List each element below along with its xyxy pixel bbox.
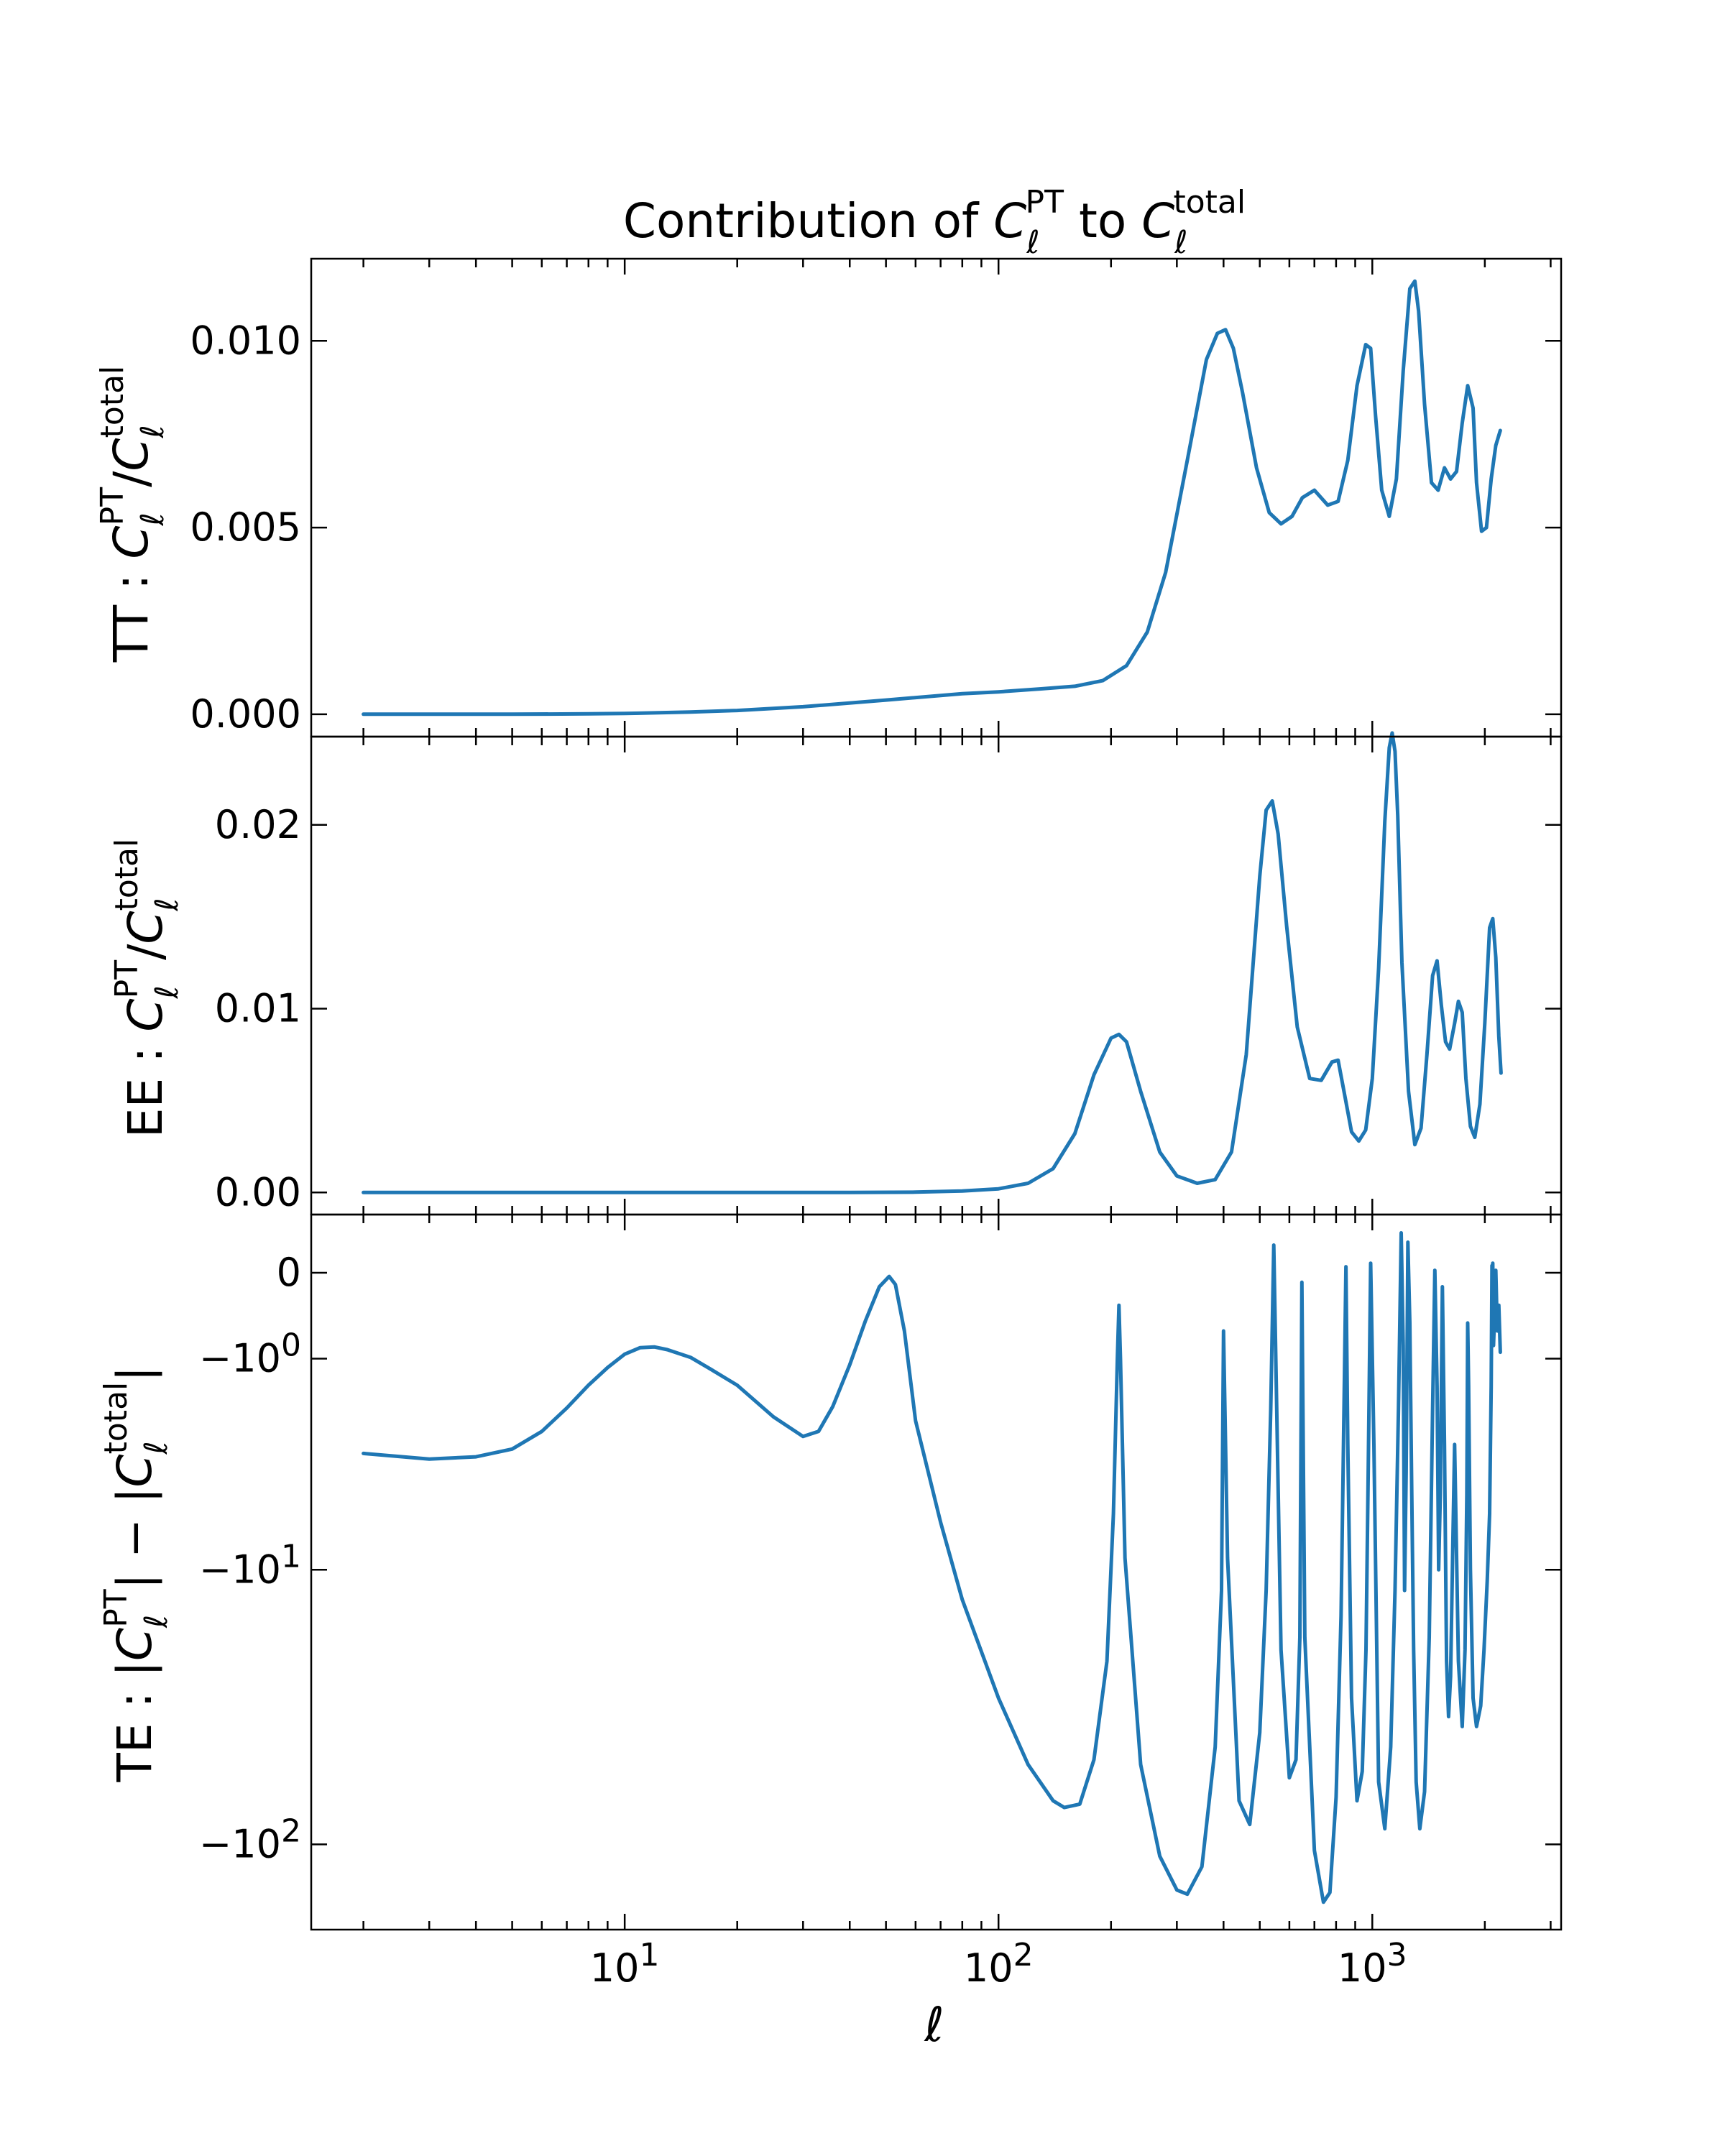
tt-series-line: [362, 279, 1502, 717]
title-prefix: Contribution of: [623, 193, 993, 249]
title-c-pt-sup: PT: [1026, 184, 1064, 221]
tt-ytick-label: 0.005: [190, 505, 301, 550]
svg-text:Contribution of CℓPT to Cℓtota: Contribution of CℓPT to Cℓtotal: [623, 184, 1246, 261]
tt-ticks: 0.000 0.005 0.010: [190, 259, 1561, 737]
title-c-total-sup: total: [1173, 184, 1246, 221]
ee-ytick-label: 0.02: [215, 802, 301, 847]
title-c-pt: C: [993, 193, 1026, 249]
te-ytick-label: 0: [277, 1250, 301, 1295]
te-ytick-label: −100: [199, 1327, 301, 1381]
te-ytick-label: −101: [199, 1538, 301, 1592]
ee-axes-frame: [310, 735, 1563, 1216]
tt-ytick-label: 0.000: [190, 691, 301, 737]
x-axis-label: ℓ: [924, 1997, 944, 2053]
tt-ytick-label: 0.010: [190, 318, 301, 363]
panel-te: 0 −100 −101 −102 101 102 103 TE : |CℓPT| − |Cℓ…: [98, 1213, 1563, 1991]
figure-title: Contribution of CℓPT to Cℓtotal: [623, 184, 1246, 261]
te-series-line: [362, 1231, 1502, 1904]
te-ytick-label: −102: [199, 1812, 301, 1866]
ee-ytick-label: 0.00: [215, 1169, 301, 1215]
te-ylabel: TE : |CℓPT| − |Cℓtotal|: [98, 1365, 175, 1782]
title-c-pt-sub: ℓ: [1026, 224, 1039, 261]
te-axes-frame: [310, 1213, 1563, 1931]
te-ticks: 0 −100 −101 −102 101 102 103: [199, 1215, 1561, 1991]
panel-ee: 0.00 0.01 0.02 EE : CℓPT/Cℓtotal: [109, 731, 1563, 1216]
xtick-label: 101: [590, 1937, 660, 1991]
title-middle: to: [1064, 193, 1141, 249]
xtick-label: 102: [964, 1937, 1034, 1991]
ee-series-line: [362, 731, 1503, 1194]
tt-ylabel: TT : CℓPT/Cℓtotal: [94, 366, 171, 663]
tt-axes-frame: [310, 257, 1563, 738]
xtick-label: 103: [1338, 1937, 1407, 1991]
ee-ylabel: EE : CℓPT/Cℓtotal: [109, 839, 185, 1138]
ee-ytick-label: 0.01: [215, 986, 301, 1031]
title-c-total-sub: ℓ: [1174, 224, 1187, 261]
title-c-total: C: [1141, 193, 1174, 249]
ee-ticks: 0.00 0.01 0.02: [215, 737, 1561, 1215]
panel-tt: 0.000 0.005 0.010 TT : CℓPT/Cℓtotal: [94, 257, 1563, 738]
